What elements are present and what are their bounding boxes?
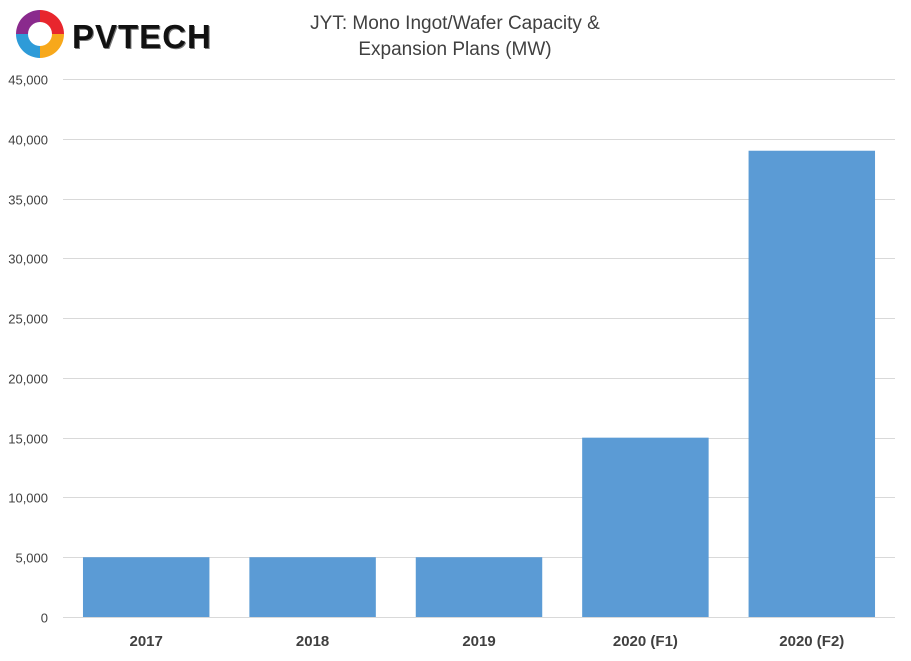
- y-tick-label: 5,000: [15, 551, 48, 566]
- y-tick-label: 20,000: [8, 372, 48, 387]
- y-tick-label: 15,000: [8, 432, 48, 447]
- x-tick-label: 2020 (F2): [779, 633, 844, 650]
- y-tick-label: 25,000: [8, 312, 48, 327]
- x-tick-label: 2017: [130, 633, 163, 650]
- pvtech-logo-mark-icon: [16, 10, 64, 58]
- y-tick-label: 40,000: [8, 133, 48, 148]
- y-tick-label: 30,000: [8, 252, 48, 267]
- y-tick-label: 35,000: [8, 193, 48, 208]
- chart-title-line-1: JYT: Mono Ingot/Wafer Capacity &: [310, 13, 600, 34]
- bar: [249, 557, 376, 617]
- y-tick-label: 45,000: [8, 73, 48, 88]
- y-tick-label: 0: [41, 611, 48, 626]
- bar: [82, 557, 210, 617]
- y-tick-label: 10,000: [8, 491, 48, 506]
- chart-title-line-2: Expansion Plans (MW): [358, 39, 552, 60]
- x-axis-tick-labels: 2017 2018 2019 2020 (F1) 2020 (F2): [130, 633, 845, 650]
- x-tick-label: 2019: [462, 633, 495, 650]
- bar: [748, 150, 876, 617]
- bars: [82, 150, 876, 617]
- bar: [582, 437, 709, 617]
- pvtech-logo: PVTECH: [12, 6, 222, 64]
- bar: [415, 557, 543, 617]
- x-tick-label: 2020 (F1): [613, 633, 678, 650]
- y-axis-tick-labels: 0 5,000 10,000 15,000 20,000 25,000 30,000 35,0…: [8, 73, 48, 626]
- x-tick-label: 2018: [296, 633, 329, 650]
- chart-title: JYT: Mono Ingot/Wafer Capacity & Expansi…: [275, 11, 635, 63]
- logo-wordmark: PVTECH: [72, 18, 212, 55]
